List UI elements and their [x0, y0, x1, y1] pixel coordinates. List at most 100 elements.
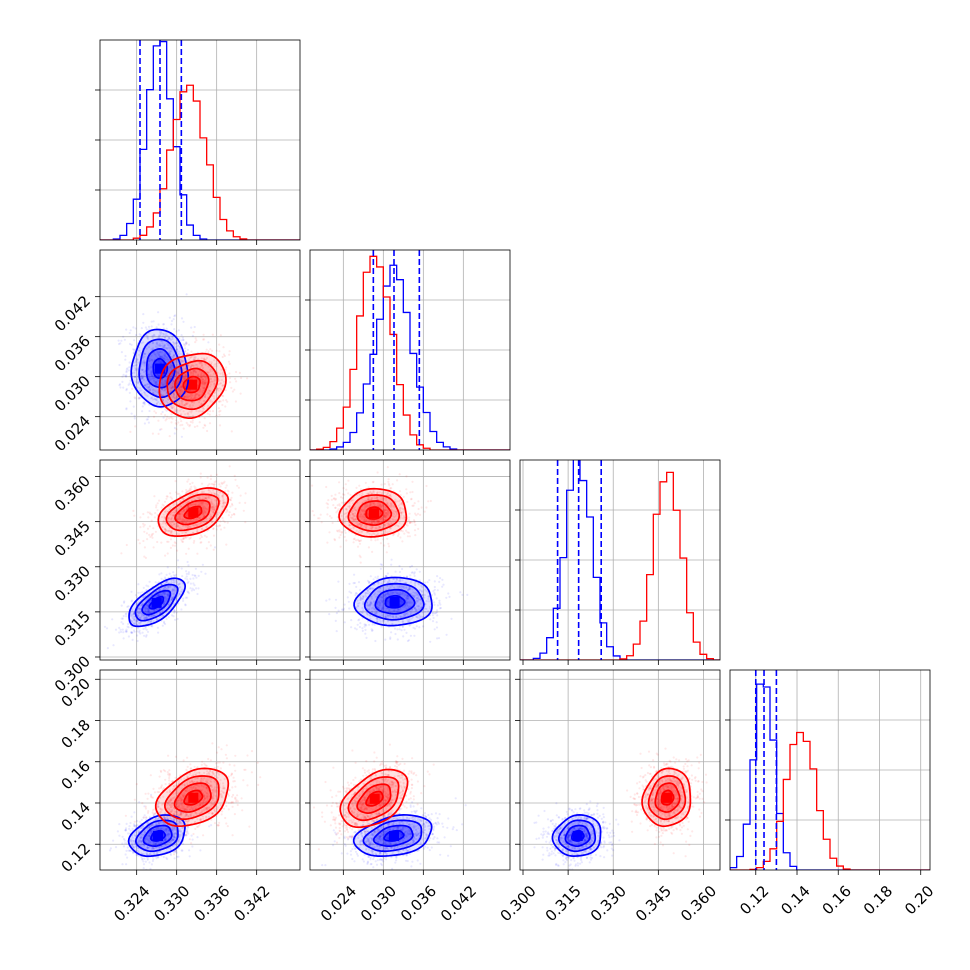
scatter-point: [187, 571, 190, 574]
scatter-point: [163, 354, 166, 358]
scatter-point: [174, 573, 178, 576]
scatter-point: [171, 341, 175, 344]
scatter-point: [216, 513, 219, 516]
scatter-point: [147, 373, 150, 376]
scatter-point: [230, 516, 233, 519]
scatter-point: [192, 369, 195, 372]
scatter-point: [191, 481, 194, 484]
scatter-point: [397, 619, 400, 623]
scatter-point: [199, 537, 202, 540]
scatter-point: [184, 374, 187, 377]
scatter-point: [185, 402, 188, 405]
scatter-point: [348, 590, 351, 593]
scatter-point: [200, 380, 203, 383]
scatter-point: [171, 335, 174, 338]
scatter-point: [244, 521, 247, 524]
scatter-point: [159, 355, 162, 359]
scatter-point: [144, 352, 147, 355]
scatter-point: [167, 529, 171, 533]
scatter-point: [153, 591, 156, 595]
scatter-point: [433, 592, 436, 595]
scatter-point: [153, 390, 156, 393]
scatter-point: [175, 419, 178, 422]
scatter-point: [174, 480, 177, 483]
scatter-point: [425, 607, 428, 611]
scatter-point: [118, 631, 121, 634]
scatter-point: [158, 594, 161, 597]
scatter-point: [211, 507, 214, 510]
scatter-point: [157, 359, 160, 362]
scatter-point: [208, 385, 212, 388]
scatter-point: [203, 380, 206, 383]
scatter-point: [192, 364, 195, 367]
scatter-point: [156, 389, 159, 392]
scatter-point: [163, 593, 166, 596]
scatter-point: [186, 348, 189, 351]
scatter-point: [185, 421, 188, 424]
scatter-point: [161, 609, 164, 612]
scatter-point: [368, 623, 371, 626]
scatter-point: [179, 417, 182, 420]
scatter-point: [391, 581, 394, 584]
scatter-point: [152, 391, 155, 394]
scatter-point: [156, 612, 159, 616]
scatter-point: [202, 382, 205, 385]
scatter-point: [392, 591, 395, 594]
scatter-point: [406, 639, 409, 643]
scatter-point: [421, 593, 424, 597]
scatter-point: [166, 566, 169, 569]
scatter-point: [163, 401, 166, 404]
scatter-point: [135, 357, 138, 360]
scatter-point: [159, 350, 162, 354]
scatter-point: [147, 611, 150, 614]
scatter-point: [365, 611, 368, 614]
scatter-point: [151, 453, 153, 455]
scatter-point: [202, 512, 205, 515]
scatter-point: [160, 428, 163, 431]
scatter-point: [384, 616, 387, 619]
scatter-point: [172, 356, 175, 360]
scatter-point: [163, 599, 166, 603]
scatter-point: [171, 520, 174, 523]
scatter-point: [157, 593, 160, 596]
scatter-point: [139, 351, 142, 354]
scatter-point: [131, 599, 134, 602]
scatter-point: [137, 382, 140, 385]
scatter-point: [363, 623, 366, 626]
scatter-point: [187, 591, 190, 594]
scatter-point: [136, 620, 139, 623]
scatter-point: [169, 366, 172, 370]
scatter-point: [179, 390, 182, 393]
scatter-point: [166, 495, 169, 498]
scatter-point: [121, 380, 124, 383]
scatter-point: [180, 385, 183, 388]
scatter-point: [162, 384, 165, 387]
scatter-point: [146, 336, 149, 339]
scatter-point: [433, 601, 436, 604]
scatter-point: [137, 361, 140, 364]
scatter-point: [399, 598, 403, 602]
scatter-point: [201, 378, 205, 381]
scatter-point: [208, 497, 211, 500]
scatter-point: [172, 405, 176, 408]
scatter-point: [207, 496, 210, 499]
scatter-point: [167, 603, 170, 606]
scatter-point: [164, 355, 167, 358]
scatter-point: [204, 511, 207, 514]
scatter-point: [154, 511, 157, 515]
scatter-point: [162, 332, 165, 335]
scatter-point: [155, 608, 158, 611]
scatter-point: [186, 402, 189, 405]
scatter-point: [198, 509, 201, 512]
scatter-point: [413, 606, 416, 610]
scatter-point: [152, 614, 155, 617]
scatter-point: [141, 368, 144, 371]
scatter-point: [162, 520, 165, 523]
scatter-point: [156, 383, 159, 386]
scatter-point: [411, 571, 414, 574]
scatter-point: [353, 627, 357, 630]
scatter-point: [432, 616, 435, 620]
scatter-point: [203, 395, 207, 399]
scatter-point: [169, 389, 172, 393]
scatter-point: [150, 385, 153, 389]
